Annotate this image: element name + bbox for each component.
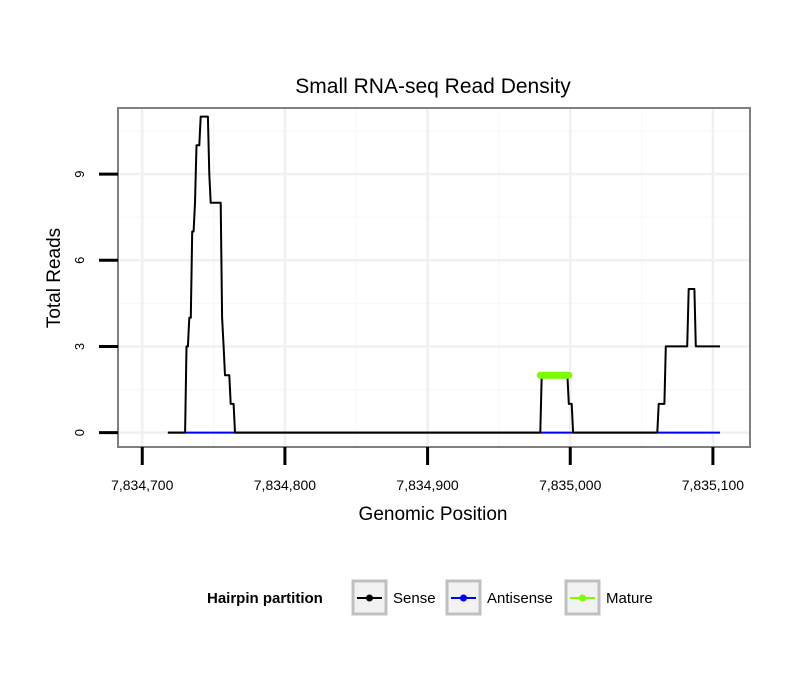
series-layer: [167, 115, 720, 434]
legend-label-antisense: Antisense: [487, 590, 553, 607]
x-axis: 7,834,700 7,834,800 7,834,900 7,835,000 7,83…: [111, 447, 744, 493]
x-tick-label: 7,834,700: [111, 477, 173, 493]
legend-dot-antisense: [460, 594, 467, 602]
x-tick-label: 7,834,800: [254, 477, 316, 493]
x-tick-label: 7,835,100: [682, 477, 744, 493]
legend-dot-mature: [579, 594, 586, 602]
y-axis-title: Total Reads: [44, 228, 65, 328]
plot-panel: [118, 108, 750, 447]
legend: Hairpin partition Sense Antisense Mature: [207, 579, 653, 616]
legend-label-sense: Sense: [393, 590, 436, 607]
legend-item-mature: Mature: [564, 579, 653, 616]
y-tick-label: 0: [72, 429, 87, 436]
legend-dot-sense: [366, 594, 373, 602]
legend-item-sense: Sense: [351, 579, 436, 616]
legend-title: Hairpin partition: [207, 590, 323, 607]
x-tick-label: 7,835,000: [539, 477, 601, 493]
y-tick-label: 6: [72, 257, 87, 264]
y-tick-label: 9: [72, 170, 87, 177]
legend-label-mature: Mature: [606, 590, 653, 607]
x-tick-label: 7,834,900: [396, 477, 458, 493]
y-tick-label: 3: [72, 343, 87, 350]
legend-item-antisense: Antisense: [445, 579, 553, 616]
plot-border: [117, 107, 751, 448]
y-axis: 0 3 6 9: [72, 170, 118, 436]
series-line-sense: [167, 115, 720, 434]
chart-title: Small RNA-seq Read Density: [295, 75, 571, 98]
x-axis-title: Genomic Position: [359, 504, 508, 525]
